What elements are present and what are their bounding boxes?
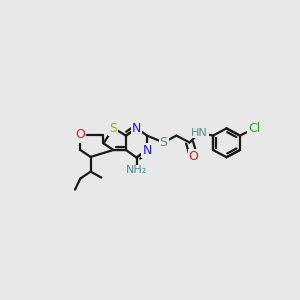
Text: Cl: Cl — [248, 122, 260, 135]
Text: O: O — [76, 128, 85, 142]
Text: S: S — [160, 136, 167, 149]
Text: NH₂: NH₂ — [126, 165, 147, 176]
Text: N: N — [132, 122, 141, 135]
Text: N: N — [142, 143, 152, 157]
Text: HN: HN — [191, 128, 208, 138]
Text: S: S — [110, 122, 117, 135]
Text: O: O — [189, 149, 198, 163]
